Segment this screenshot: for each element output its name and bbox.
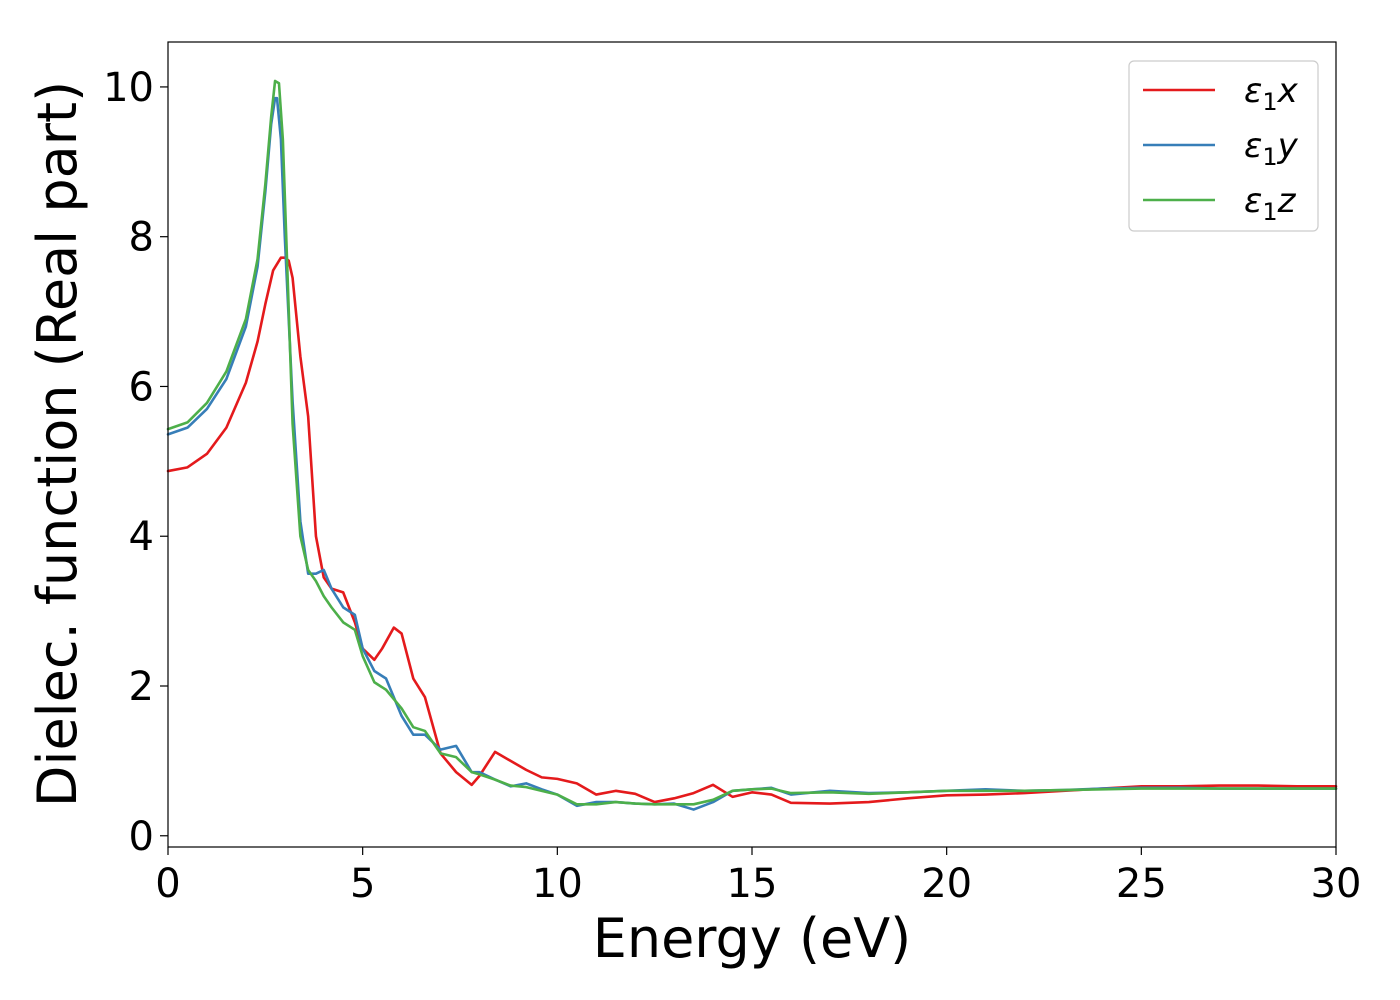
x-tick-label: 0 <box>155 861 180 907</box>
x-tick-label: 15 <box>727 861 778 907</box>
legend-box <box>1128 60 1319 232</box>
y-tick-label: 4 <box>129 514 154 560</box>
series-line-z <box>166 79 1338 806</box>
ticks-layer: 0 5 10 15 20 25 30 0 2 4 6 8 10 <box>103 65 1361 907</box>
legend-label-y: ε1y <box>1244 126 1299 171</box>
y-tick-label: 6 <box>129 364 154 410</box>
x-tick-label: 10 <box>532 861 583 907</box>
x-tick-label: 30 <box>1311 861 1362 907</box>
y-axis-label: Dielec. function (Real part) <box>26 81 89 807</box>
plot-layer <box>166 79 1338 811</box>
legend-label-z: ε1z <box>1244 181 1297 226</box>
y-tick-label: 2 <box>129 664 154 710</box>
x-tick-label: 5 <box>350 861 375 907</box>
y-tick-label: 8 <box>129 215 154 261</box>
x-axis-label: Energy (eV) <box>593 907 912 970</box>
y-tick-label: 0 <box>129 814 154 860</box>
y-tick-label: 10 <box>103 65 154 111</box>
series-line-x <box>166 256 1338 805</box>
legend-label-x: ε1x <box>1244 71 1299 116</box>
x-tick-label: 25 <box>1116 861 1167 907</box>
x-tick-label: 20 <box>921 861 972 907</box>
legend: ε1x ε1y ε1z <box>1128 60 1319 232</box>
